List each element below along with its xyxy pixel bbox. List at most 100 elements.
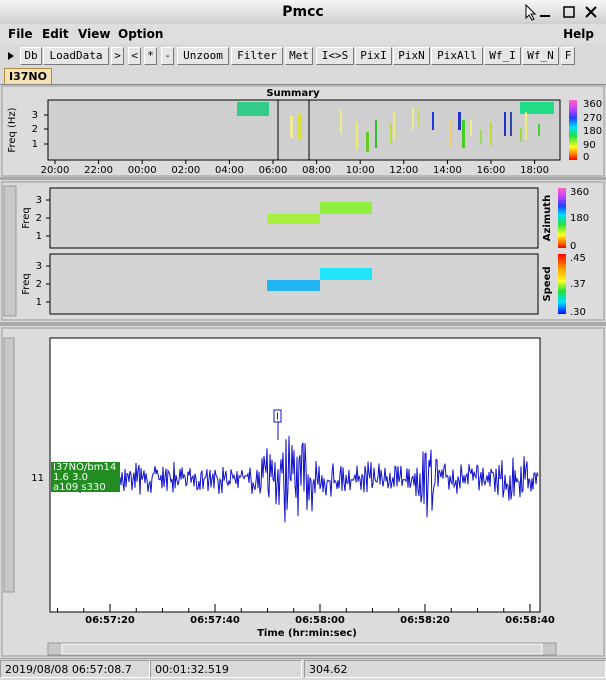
detection-pixel — [366, 132, 369, 152]
pick-marker[interactable] — [273, 409, 282, 423]
detection-pixel — [375, 120, 377, 148]
colorbar-tick-label: .30 — [570, 307, 586, 318]
toolbar-button[interactable]: Met — [285, 47, 313, 65]
toolbar-button[interactable]: PixI — [355, 47, 392, 65]
y-tick-label: 3 — [36, 195, 42, 206]
colorbar — [558, 254, 566, 314]
detection-pixel — [450, 120, 452, 148]
colorbar-tick-label: .45 — [570, 253, 586, 264]
menu-item[interactable]: Help — [563, 27, 594, 41]
detection-pixel — [458, 112, 461, 130]
pick-marker-label: I — [276, 412, 279, 423]
detection-pixel — [320, 268, 372, 280]
toolbar-button[interactable]: Wf_N — [522, 47, 559, 65]
detection-pixel — [237, 102, 269, 116]
toolbar-button[interactable]: Filter — [231, 47, 283, 65]
colorbar — [558, 188, 566, 248]
maximize-button[interactable] — [563, 6, 575, 18]
panel-separator — [0, 322, 606, 326]
x-tick-label: 00:00 — [128, 165, 157, 176]
y-axis-label: Freq — [21, 207, 32, 228]
x-tick-label: 16:00 — [477, 165, 506, 176]
h-scroll-thumb[interactable] — [61, 643, 543, 655]
detection-pixel — [520, 102, 554, 114]
trace-label: I37NO/bm14 — [53, 462, 116, 473]
detection-pixel — [504, 112, 506, 136]
toolbar-button[interactable]: F — [561, 47, 575, 65]
toolbar-arrow[interactable] — [4, 48, 18, 64]
colorbar-tick-label: .37 — [570, 279, 586, 290]
detection-pixel — [267, 280, 320, 291]
detection-pixel — [340, 110, 342, 134]
summary-title: Summary — [266, 88, 320, 99]
y-tick-label: 3 — [36, 261, 42, 272]
x-tick-label: 12:00 — [389, 165, 418, 176]
y-axis-label: Freq — [21, 273, 32, 294]
toolbar-button[interactable]: LoadData — [43, 47, 109, 65]
y-tick-label: 1 — [36, 297, 42, 308]
x-tick-label: 06:58:20 — [400, 615, 450, 626]
x-tick-label: 06:57:20 — [85, 615, 135, 626]
tab[interactable]: I37NO — [4, 68, 52, 85]
detection-pixel — [393, 112, 395, 140]
toolbar-button[interactable]: > — [111, 47, 124, 65]
colorbar-tick-label: 360 — [583, 99, 602, 110]
x-tick-label: 06:58:40 — [505, 615, 555, 626]
detection-pixel — [510, 112, 512, 136]
window-controls[interactable] — [520, 2, 606, 22]
y-tick-label: 1 — [32, 139, 38, 150]
x-tick-label: 20:00 — [41, 165, 70, 176]
menu-item[interactable]: Option — [118, 27, 164, 41]
x-tick-label: 06:57:40 — [190, 615, 240, 626]
toolbar-button[interactable]: PixN — [393, 47, 430, 65]
detection-pixel — [538, 124, 540, 136]
status-field: 304.62 — [304, 660, 606, 678]
detection-pixel — [267, 214, 320, 224]
detection-pixel — [490, 122, 492, 146]
detection-pixel — [390, 124, 392, 144]
colorbar — [569, 100, 577, 160]
colorbar-tick-label: 360 — [570, 187, 589, 198]
trace-label: a109 s330 — [53, 482, 106, 493]
toolbar-button[interactable]: Db — [20, 47, 42, 65]
scrollbar — [3, 185, 17, 317]
colorbar-tick-label: 0 — [570, 241, 576, 252]
menu-item[interactable]: View — [78, 27, 111, 41]
summary-y-label: Freq (Hz) — [7, 107, 18, 152]
colorbar-label: Speed — [542, 266, 553, 301]
toolbar-button[interactable]: < — [128, 47, 141, 65]
menu-item[interactable]: Edit — [42, 27, 69, 41]
scrollbar — [3, 337, 15, 593]
status-bar — [0, 658, 606, 680]
close-button[interactable] — [585, 6, 597, 18]
detection-pixel — [320, 202, 372, 214]
y-tick-label: 2 — [36, 279, 42, 290]
y-tick-label: 2 — [36, 213, 42, 224]
colorbar-tick-label: 180 — [583, 126, 602, 137]
detection-pixel — [462, 120, 465, 148]
toolbar-button[interactable]: * — [144, 47, 157, 65]
detection-pixel — [525, 112, 527, 140]
colorbar-tick-label: 90 — [583, 140, 596, 151]
detection-pixel — [300, 124, 302, 140]
x-tick-label: 08:00 — [302, 165, 331, 176]
detection-pixel — [480, 130, 482, 144]
colorbar-tick-label: 0 — [583, 152, 589, 163]
x-tick-label: 18:00 — [520, 165, 549, 176]
detection-pixel — [356, 122, 358, 150]
toolbar-button[interactable]: I<>S — [316, 47, 354, 65]
detection-pixel — [298, 114, 301, 140]
toolbar-button[interactable]: PixAll — [431, 47, 483, 65]
colorbar-tick-label: 270 — [583, 113, 602, 124]
colorbar-label: Azimuth — [542, 195, 553, 241]
x-tick-label: 04:00 — [215, 165, 244, 176]
status-field: 00:01:32.519 — [150, 660, 302, 678]
toolbar-button[interactable]: Wf_I — [484, 47, 521, 65]
toolbar-button[interactable]: Unzoom — [177, 47, 229, 65]
menu-item[interactable]: File — [8, 27, 33, 41]
toolbar-button[interactable]: - — [161, 47, 174, 65]
detection-pixel — [418, 108, 420, 126]
x-tick-label: 06:58:00 — [295, 615, 345, 626]
